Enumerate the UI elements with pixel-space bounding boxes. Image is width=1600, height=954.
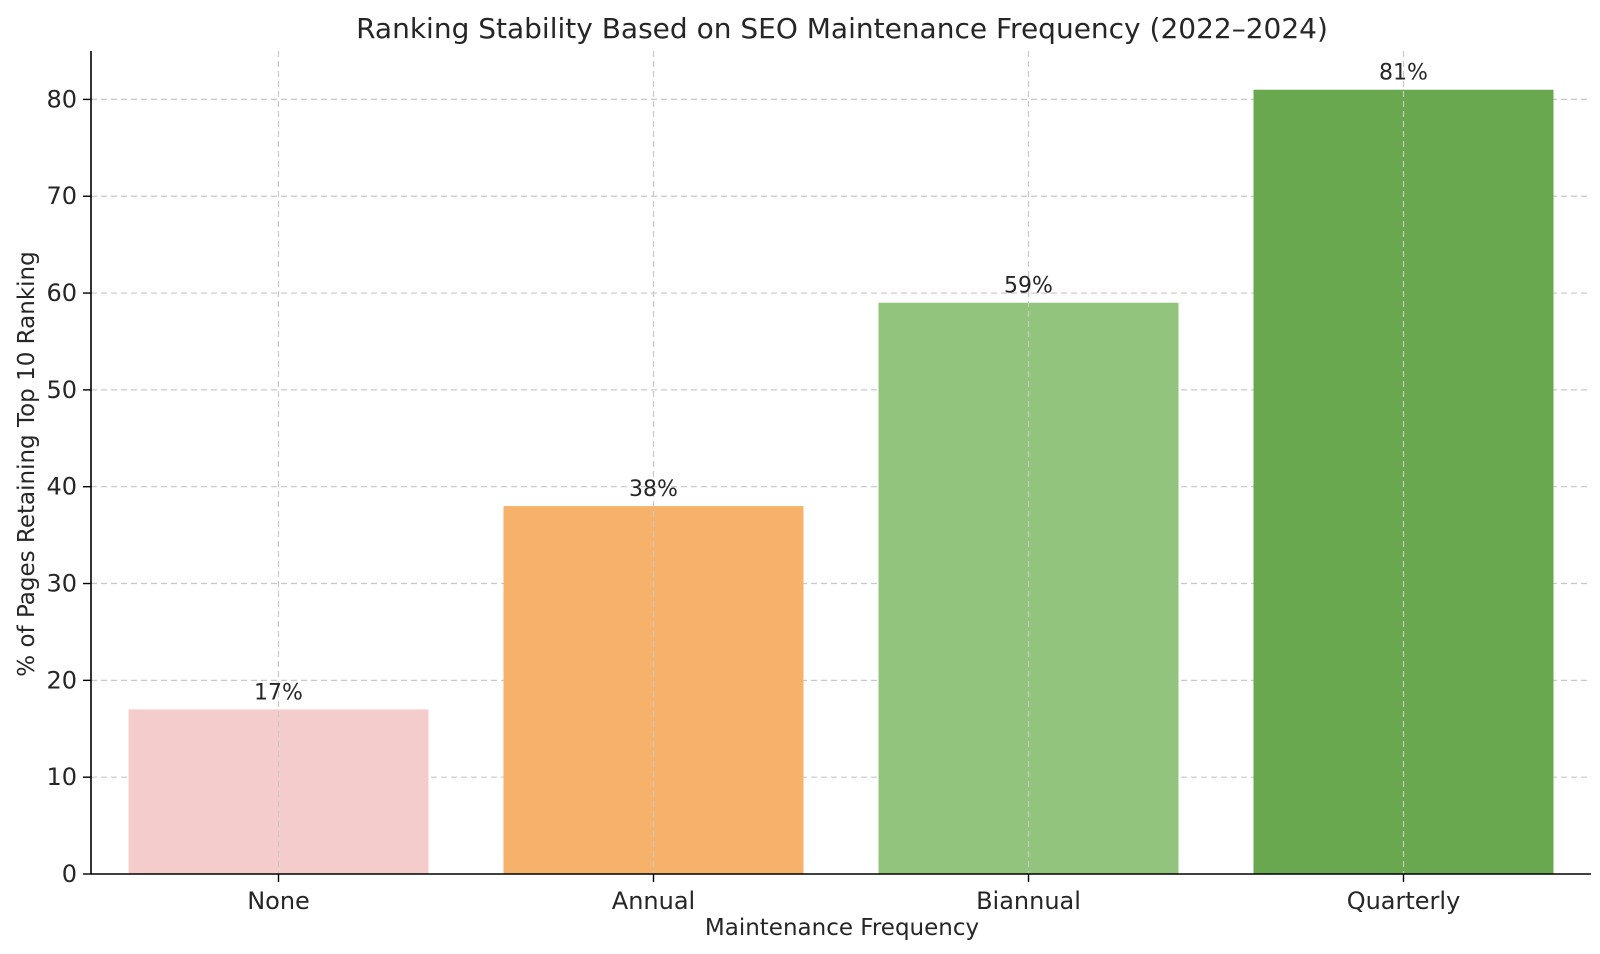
y-tick-label: 50: [46, 376, 77, 404]
axis-layer: [83, 51, 1591, 882]
y-tick-label: 80: [46, 85, 77, 113]
data-label: 81%: [1379, 61, 1428, 86]
grid-layer: [91, 98, 1591, 778]
data-label: 59%: [1004, 274, 1053, 299]
y-tick-label: 30: [46, 570, 77, 598]
x-axis-label: Maintenance Frequency: [705, 915, 979, 941]
y-tick-label: 0: [62, 860, 77, 888]
y-tick-label: 70: [46, 182, 77, 210]
x-tick-label: None: [247, 887, 310, 915]
data-label: 38%: [629, 477, 678, 502]
bar-biannual: [878, 302, 1179, 874]
bar-layer: [128, 89, 1554, 874]
chart-title: Ranking Stability Based on SEO Maintenan…: [356, 12, 1328, 45]
x-tick-label: Annual: [612, 887, 695, 915]
y-tick-label: 60: [46, 279, 77, 307]
label-layer: 0 10 20 30 40 50 60 70 80 None Annual Biannual Quart…: [46, 61, 1460, 915]
x-tick-label: Quarterly: [1347, 887, 1461, 915]
y-tick-label: 10: [46, 763, 77, 791]
y-tick-label: 40: [46, 473, 77, 501]
x-tick-label: Biannual: [976, 887, 1081, 915]
y-axis-label: % of Pages Retaining Top 10 Ranking: [14, 251, 40, 676]
y-tick-label: 20: [46, 666, 77, 694]
data-label: 17%: [254, 680, 303, 705]
